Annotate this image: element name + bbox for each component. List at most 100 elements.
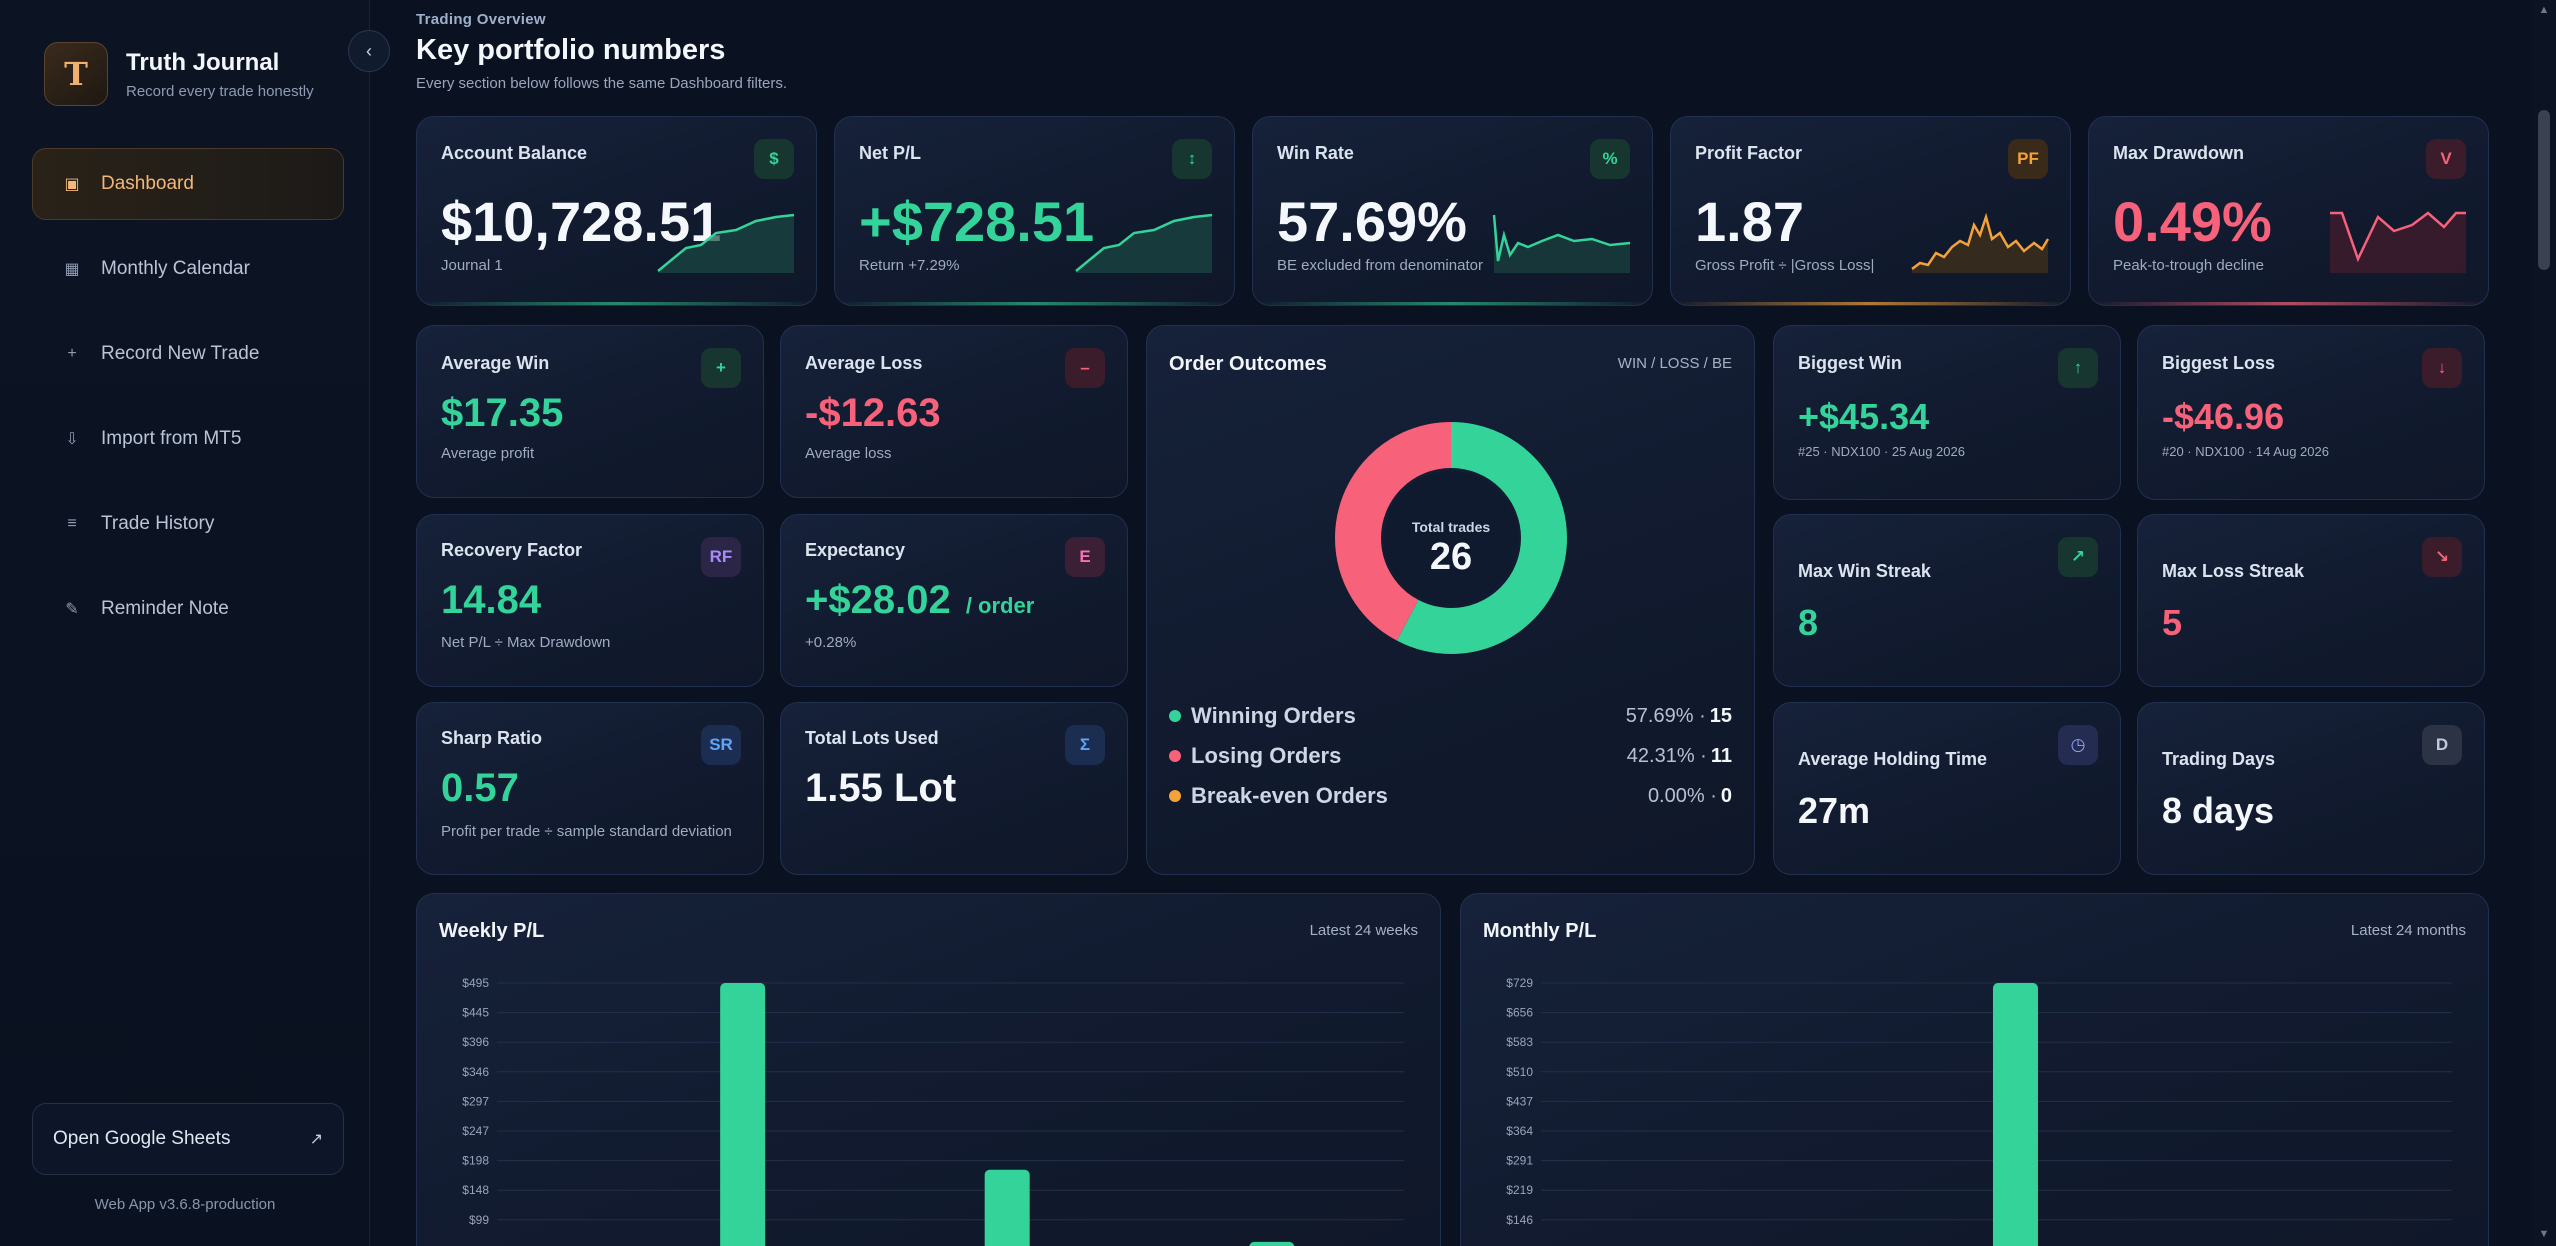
- balance-sparkline: [657, 213, 795, 273]
- page-scrollbar[interactable]: ▲ ▼: [2532, 0, 2556, 1246]
- scrollbar-thumb[interactable]: [2538, 110, 2550, 270]
- open-google-sheets-button[interactable]: Open Google Sheets ↗: [32, 1103, 344, 1175]
- weekly-pl-bar[interactable]: [1249, 1241, 1295, 1246]
- card-value: 8 days: [2162, 790, 2275, 831]
- percent-icon: %: [1590, 139, 1630, 179]
- trading-days-card: Trading Days D 8 days: [2137, 702, 2485, 875]
- donut-center-value: 26: [1429, 536, 1473, 578]
- max-drawdown-card: Max Drawdown V 0.49% Peak-to-trough decl…: [2088, 116, 2489, 306]
- sidebar-item-label: Reminder Note: [101, 598, 229, 619]
- card-label: Win Rate: [1277, 143, 1354, 163]
- y-tick-label: $510: [1506, 1065, 1533, 1079]
- legend-value: 42.31% · 11: [1626, 744, 1732, 767]
- total-lots-card: Total Lots Used Σ 1.55 Lot: [780, 702, 1128, 875]
- card-value: 8: [1798, 602, 1819, 643]
- sidebar-item-label: Record New Trade: [101, 343, 260, 364]
- google-sheets-label: Open Google Sheets: [53, 1128, 231, 1149]
- monthly-pl-card: Monthly P/L Latest 24 months $729 $656 $58…: [1460, 893, 2489, 1246]
- brand: T Truth Journal Record every trade hones…: [44, 42, 314, 106]
- card-label: Net P/L: [859, 143, 922, 163]
- y-tick-label: $99: [469, 1213, 489, 1227]
- max-win-streak-card: Max Win Streak ↗ 8: [1773, 514, 2121, 687]
- card-label: Expectancy: [805, 540, 906, 560]
- card-value: 0.57: [441, 766, 519, 810]
- expectancy-card: Expectancy E +$28.02 / order +0.28%: [780, 514, 1128, 687]
- legend-winning: Winning Orders 57.69% · 15: [1169, 701, 1732, 731]
- profit-factor-icon: PF: [2008, 139, 2048, 179]
- sidebar-item-dashboard[interactable]: ▣ Dashboard: [32, 148, 344, 220]
- card-label: Average Holding Time: [1798, 749, 1988, 769]
- trend-down-icon: ↘: [2422, 537, 2462, 577]
- sidebar-item-import-mt5[interactable]: ⇩ Import from MT5: [32, 403, 344, 475]
- dollar-icon: $: [754, 139, 794, 179]
- y-tick-label: $445: [462, 1006, 489, 1020]
- download-icon: ⇩: [65, 431, 79, 448]
- plus-icon: +: [67, 345, 77, 362]
- scroll-up-icon[interactable]: ▲: [2538, 4, 2550, 16]
- app-version: Web App v3.6.8-production: [94, 1196, 276, 1213]
- expectancy-unit: / order: [965, 593, 1035, 618]
- y-tick-label: $583: [1506, 1035, 1533, 1049]
- weekly-pl-card: Weekly P/L Latest 24 weeks $495 $445 $396 $…: [416, 893, 1441, 1246]
- card-label: Sharp Ratio: [441, 728, 543, 748]
- sidebar-item-trade-history[interactable]: ≡ Trade History: [32, 488, 344, 560]
- card-value: -$46.96: [2162, 396, 2285, 437]
- sidebar-item-label: Trade History: [101, 513, 215, 534]
- card-value: 0.49%: [2113, 190, 2272, 253]
- up-down-arrow-icon: ↕: [1172, 139, 1212, 179]
- y-tick-label: $729: [1506, 976, 1533, 990]
- brand-title: Truth Journal: [126, 48, 280, 76]
- sharp-ratio-card: Sharp Ratio SR 0.57 Profit per trade ÷ s…: [416, 702, 764, 875]
- order-outcomes-card: Order Outcomes WIN / LOSS / BE Total tra…: [1146, 325, 1755, 875]
- average-loss-card: Average Loss – -$12.63 Average loss: [780, 325, 1128, 498]
- sidebar-item-monthly-calendar[interactable]: ▦ Monthly Calendar: [32, 233, 344, 305]
- weekly-pl-bar[interactable]: [720, 983, 766, 1246]
- y-tick-label: $656: [1506, 1006, 1533, 1020]
- losing-slice: [1335, 422, 1567, 654]
- weekly-pl-bar[interactable]: [984, 1169, 1030, 1246]
- card-label: Recovery Factor: [441, 540, 583, 560]
- card-label: Total Lots Used: [805, 728, 939, 748]
- y-tick-label: $291: [1506, 1154, 1533, 1168]
- sidebar-item-label: Monthly Calendar: [101, 258, 250, 279]
- sidebar-nav: ▣ Dashboard ▦ Monthly Calendar + Record …: [32, 148, 344, 658]
- sidebar-item-reminder-note[interactable]: ✎ Reminder Note: [32, 573, 344, 645]
- y-tick-label: $437: [1506, 1094, 1533, 1108]
- plus-icon: +: [701, 348, 741, 388]
- account-balance-card: Account Balance $ $10,728.51 Journal 1: [416, 116, 817, 306]
- y-tick-label: $346: [462, 1065, 489, 1079]
- card-sub: Journal 1: [441, 257, 503, 274]
- card-value: 14.84: [441, 578, 542, 622]
- weekly-pl-chart: $495 $445 $396 $346 $297 $247 $198 $148 $99: [462, 976, 1404, 1246]
- losing-dot: [1169, 750, 1181, 762]
- arrow-up-icon: ↑: [2058, 348, 2098, 388]
- biggest-loss-card: Biggest Loss ↓ -$46.96 #20 · NDX100 · 14…: [2137, 325, 2485, 500]
- section-eyebrow: Trading Overview: [416, 11, 546, 28]
- legend-label: Losing Orders: [1191, 743, 1342, 768]
- average-win-card: Average Win + $17.35 Average profit: [416, 325, 764, 498]
- monthly-pl-bar[interactable]: [1992, 983, 2038, 1246]
- scroll-down-icon[interactable]: ▼: [2538, 1228, 2550, 1240]
- card-label: Biggest Win: [1798, 353, 1902, 373]
- clock-icon: ◷: [2058, 725, 2098, 765]
- card-value: +$45.34: [1798, 396, 1930, 437]
- chart-range: Latest 24 weeks: [1309, 922, 1418, 939]
- sidebar: T Truth Journal Record every trade hones…: [0, 0, 370, 1246]
- card-sub: Average loss: [805, 445, 892, 462]
- collapse-sidebar-button[interactable]: ‹: [348, 30, 390, 72]
- y-tick-label: $297: [462, 1094, 489, 1108]
- card-value: +$28.02 / order: [805, 578, 1034, 623]
- card-label: Average Loss: [805, 353, 923, 373]
- expectancy-value: +$28.02: [805, 578, 951, 622]
- outcomes-tag: WIN / LOSS / BE: [1617, 355, 1732, 372]
- legend-label: Winning Orders: [1191, 703, 1356, 728]
- dashboard-icon: ▣: [64, 176, 80, 193]
- y-tick-label: $219: [1506, 1183, 1533, 1197]
- card-sub: Gross Profit ÷ |Gross Loss|: [1695, 257, 1875, 274]
- sidebar-item-record-new-trade[interactable]: + Record New Trade: [32, 318, 344, 390]
- card-value: $10,728.51: [441, 190, 722, 253]
- y-tick-label: $247: [462, 1124, 489, 1138]
- days-icon: D: [2422, 725, 2462, 765]
- card-sub: Net P/L ÷ Max Drawdown: [441, 634, 611, 651]
- win-rate-card: Win Rate % 57.69% BE excluded from denom…: [1252, 116, 1653, 306]
